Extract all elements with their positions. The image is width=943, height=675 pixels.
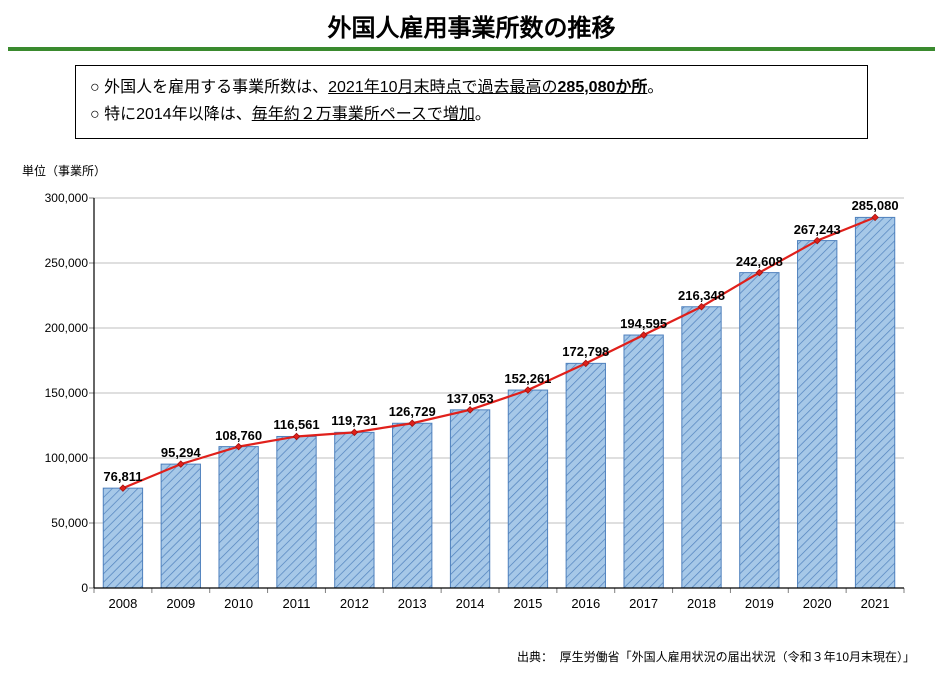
chart-area: 0 50,000 100,000 150,000 200,000 250,000 300,0… bbox=[30, 180, 920, 620]
xtick-label: 2014 bbox=[456, 596, 485, 611]
xtick-label: 2020 bbox=[803, 596, 832, 611]
source-label: 出典： bbox=[517, 650, 553, 664]
xtick-label: 2012 bbox=[340, 596, 369, 611]
summary-l1-pre: ○ 外国人を雇用する事業所数は、 bbox=[90, 79, 328, 96]
ytick-label: 300,000 bbox=[34, 191, 88, 205]
bar-value-label: 95,294 bbox=[161, 445, 201, 460]
xtick-label: 2011 bbox=[283, 596, 311, 611]
xtick-label: 2016 bbox=[571, 596, 600, 611]
source-text: 厚生労働省「外国人雇用状況の届出状況（令和３年10月末現在）」 bbox=[560, 650, 915, 664]
summary-l2-post: 。 bbox=[475, 106, 491, 123]
bar-value-label: 116,561 bbox=[273, 417, 319, 432]
xtick-label: 2013 bbox=[398, 596, 427, 611]
ytick-label: 150,000 bbox=[34, 386, 88, 400]
page-title: 外国人雇用事業所数の推移 bbox=[320, 8, 624, 47]
ytick-label: 0 bbox=[34, 581, 88, 595]
summary-l1-post: 。 bbox=[647, 79, 663, 96]
title-rule bbox=[8, 47, 935, 51]
bar-value-label: 126,729 bbox=[389, 404, 436, 419]
bar-value-label: 108,760 bbox=[215, 428, 262, 443]
ytick-label: 250,000 bbox=[34, 256, 88, 270]
xtick-label: 2021 bbox=[861, 596, 890, 611]
bar-value-label: 76,811 bbox=[103, 469, 142, 484]
bar-value-label: 194,595 bbox=[620, 316, 667, 331]
bar-value-label: 285,080 bbox=[852, 198, 899, 213]
bar-value-label: 216,348 bbox=[678, 288, 725, 303]
ytick-label: 100,000 bbox=[34, 451, 88, 465]
ytick-label: 50,000 bbox=[34, 516, 88, 530]
xtick-label: 2019 bbox=[745, 596, 774, 611]
xtick-label: 2010 bbox=[224, 596, 253, 611]
ytick-label: 200,000 bbox=[34, 321, 88, 335]
bar-value-label: 172,798 bbox=[562, 344, 609, 359]
bar-value-label: 267,243 bbox=[794, 222, 841, 237]
summary-l1-ul: 2021年10月末時点で過去最高の285,080か所 bbox=[328, 79, 647, 96]
xtick-label: 2008 bbox=[108, 596, 137, 611]
bar-value-label: 137,053 bbox=[447, 391, 494, 406]
bar-value-label: 119,731 bbox=[331, 413, 377, 428]
bar-value-label: 242,608 bbox=[736, 254, 783, 269]
unit-label: 単位（事業所） bbox=[22, 162, 106, 179]
xtick-label: 2009 bbox=[166, 596, 195, 611]
xtick-label: 2015 bbox=[513, 596, 542, 611]
summary-l2-pre: ○ 特に2014年以降は、 bbox=[90, 106, 252, 123]
xtick-label: 2018 bbox=[687, 596, 716, 611]
summary-box: ○ 外国人を雇用する事業所数は、2021年10月末時点で過去最高の285,080… bbox=[75, 65, 868, 139]
bar-value-label: 152,261 bbox=[504, 371, 551, 386]
xtick-label: 2017 bbox=[629, 596, 658, 611]
summary-l2-ul: 毎年約２万事業所ペースで増加 bbox=[252, 106, 475, 123]
source-line: 出典： 厚生労働省「外国人雇用状況の届出状況（令和３年10月末現在）」 bbox=[517, 648, 915, 665]
